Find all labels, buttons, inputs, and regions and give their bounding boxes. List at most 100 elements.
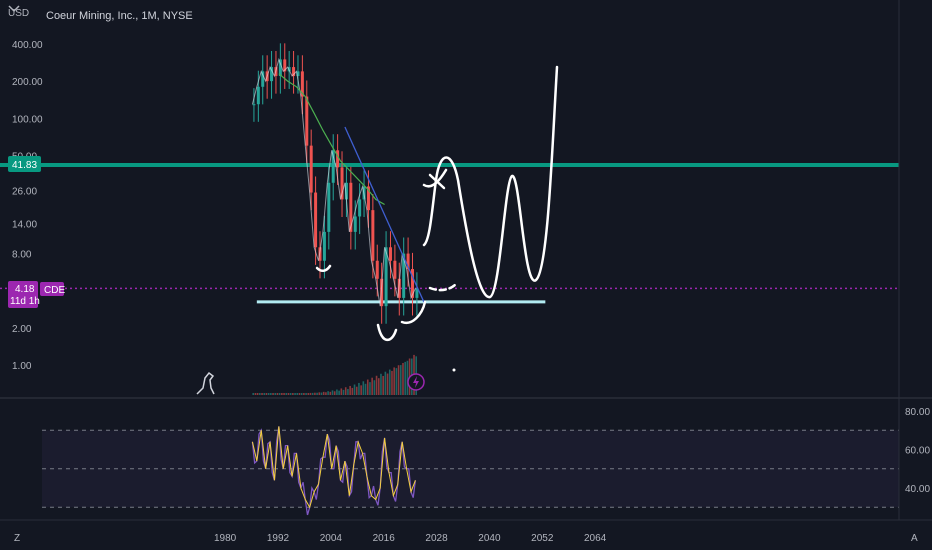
candle-body [411, 269, 414, 298]
green-level-badge: 41.83 [8, 156, 41, 172]
breakout-mark[interactable] [422, 168, 448, 190]
volume-bar [256, 393, 259, 395]
volume-bar [340, 388, 343, 395]
time-tick-label: 1980 [214, 533, 237, 544]
volume-bar [329, 391, 332, 395]
projection-drawing[interactable] [422, 65, 559, 299]
volume-bar [296, 393, 299, 395]
volume-bar [406, 360, 409, 395]
volume-bar [298, 393, 301, 395]
time-tick-label: 1992 [267, 533, 290, 544]
auto-scale-icon[interactable]: A [911, 533, 918, 544]
volume-bar [276, 393, 279, 395]
candle-body [278, 59, 282, 77]
volume-bar [261, 393, 263, 395]
price-tick-label: 26.00 [12, 186, 37, 197]
volume-bar [267, 393, 270, 395]
volume-bar [375, 375, 378, 395]
downtrend-line[interactable] [344, 126, 425, 303]
moving-average-line [278, 73, 385, 206]
candle-body [252, 104, 256, 106]
volume-bar [402, 363, 404, 395]
volume-bar [274, 393, 277, 395]
candle-body [300, 71, 304, 97]
volume-bar [285, 393, 288, 395]
price-pane[interactable]: 400.00200.00100.0050.0026.0014.008.002.0… [0, 40, 899, 544]
candle-body [305, 96, 309, 146]
candle-body [270, 67, 274, 82]
volume-bar [336, 389, 338, 395]
last-price-badge: 4.18 11d 1h [8, 281, 40, 308]
volume-bar [364, 383, 367, 395]
volume-bar [307, 392, 310, 395]
rsi-tick-label: 40.00 [905, 484, 930, 495]
volume-bar [272, 393, 274, 395]
volume-bar [366, 379, 369, 395]
volume-bar [353, 384, 356, 395]
zoom-toggle-icon[interactable]: Z [14, 533, 20, 544]
candle-body [358, 199, 362, 217]
volume-bar [263, 393, 266, 395]
volume-bar [349, 385, 351, 395]
volume-bar [355, 386, 358, 395]
candle-body [406, 253, 410, 270]
candle-body [340, 167, 344, 200]
drawing-dot [452, 368, 456, 372]
bottom-arc-2 [376, 323, 398, 342]
rsi-pane[interactable]: 80.00 60.00 40.00 [42, 407, 930, 516]
bottom-arc-1 [315, 264, 332, 272]
volume-bar [382, 375, 384, 395]
collapse-icon[interactable] [8, 5, 20, 13]
rsi-tick-label: 80.00 [905, 407, 930, 418]
volume-bar [362, 381, 365, 395]
volume-bar [393, 367, 395, 395]
volume-bar [303, 393, 305, 395]
lightning-icon[interactable] [407, 373, 425, 391]
volume-bar [327, 391, 329, 395]
candle-body [296, 71, 300, 77]
candle-body [331, 150, 335, 183]
price-tick-label: 2.00 [12, 324, 32, 335]
volume-bar [380, 373, 382, 395]
volume-bar [294, 393, 296, 395]
candle-body [388, 247, 392, 261]
svg-text:41.83: 41.83 [12, 160, 37, 171]
volume-bar [311, 392, 314, 395]
volume-bar [373, 380, 376, 395]
candle-body [336, 150, 340, 168]
price-tick-label: 400.00 [12, 40, 43, 51]
volume-bar [358, 382, 360, 395]
price-tick-label: 14.00 [12, 220, 37, 231]
candle-body [309, 145, 313, 193]
volume-bar [399, 365, 402, 395]
price-tick-label: 8.00 [12, 250, 32, 261]
volume-bar [305, 393, 307, 395]
price-tick-label: 200.00 [12, 77, 43, 88]
currency-label: USD [8, 8, 29, 19]
candle-body [384, 247, 388, 307]
candle-body [327, 182, 331, 232]
price-tick-label: 100.00 [12, 114, 43, 125]
time-tick-label: 2004 [320, 533, 343, 544]
rsi-tick-label: 60.00 [905, 446, 930, 457]
svg-text:CDE: CDE [44, 285, 65, 296]
time-tick-label: 2040 [478, 533, 501, 544]
volume-bar [270, 393, 272, 395]
volume-bar [333, 391, 336, 395]
volume-bar [338, 390, 340, 395]
candle-body [397, 278, 401, 298]
volume-bar [320, 392, 323, 395]
volume-bar [278, 393, 281, 395]
volume-bar [283, 393, 285, 395]
candle-body [349, 182, 353, 232]
volume-bar [384, 371, 387, 395]
volume-bar [397, 365, 400, 395]
candle-body [366, 186, 370, 211]
candle-body [415, 288, 419, 298]
candle-body [375, 260, 379, 279]
volume-bar [287, 393, 290, 395]
candle-body [283, 59, 287, 72]
volume-bar [360, 385, 362, 395]
